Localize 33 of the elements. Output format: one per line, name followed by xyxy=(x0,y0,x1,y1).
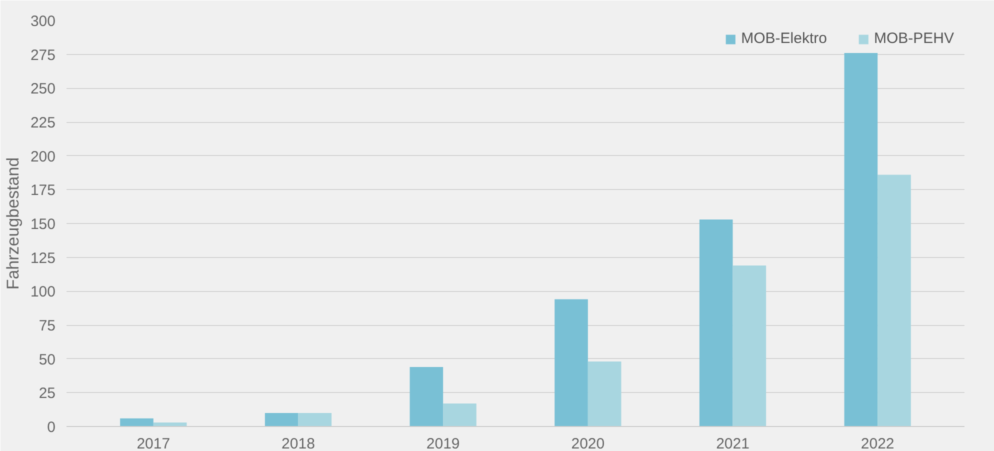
y-tick-label: 300 xyxy=(30,13,56,30)
x-tick-label: 2020 xyxy=(571,436,605,451)
legend-label: MOB-PEHV xyxy=(874,30,954,47)
bar xyxy=(410,366,444,426)
y-tick-label: 25 xyxy=(38,385,56,402)
y-tick-label: 75 xyxy=(38,318,56,334)
bar xyxy=(264,412,298,426)
bar xyxy=(554,299,588,426)
x-tick-label: 2018 xyxy=(282,436,315,451)
bar xyxy=(878,174,911,426)
x-tick-label: 2017 xyxy=(136,436,170,451)
y-axis-title: Fahrzeugbestand xyxy=(3,157,22,290)
x-tick-label: 2021 xyxy=(716,436,750,451)
y-tick-label: 200 xyxy=(30,148,56,166)
bar xyxy=(699,219,733,426)
y-tick-label: 50 xyxy=(38,351,56,368)
legend-label: MOB-Elektro xyxy=(741,30,827,47)
y-tick-label: 0 xyxy=(47,419,56,436)
x-tick-label: 2022 xyxy=(860,436,894,451)
y-tick-label: 175 xyxy=(30,182,56,200)
y-tick-label: 275 xyxy=(30,46,56,64)
bar xyxy=(298,412,332,426)
y-tick-label: 250 xyxy=(30,80,56,98)
bar xyxy=(120,418,154,426)
y-tick-label: 150 xyxy=(30,216,56,233)
bar xyxy=(844,52,878,426)
bar xyxy=(732,265,766,426)
x-tick-label: 2019 xyxy=(426,436,460,451)
bar xyxy=(588,362,622,426)
y-tick-label: 100 xyxy=(30,284,56,301)
bar xyxy=(443,403,476,426)
y-tick-label: 225 xyxy=(30,114,56,132)
y-tick-label: 125 xyxy=(30,250,56,267)
